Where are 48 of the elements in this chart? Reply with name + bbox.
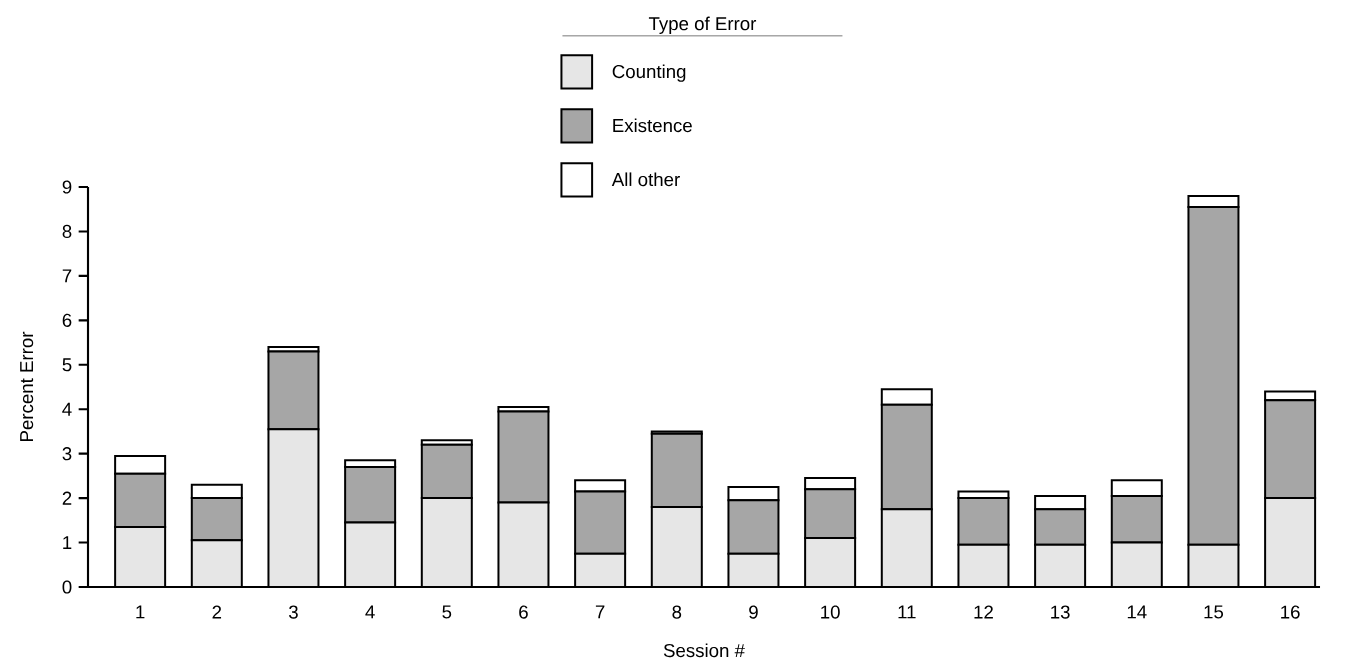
bar: [498, 502, 549, 587]
bar: [1111, 542, 1162, 587]
bar: [345, 522, 396, 587]
legend-label: Existence: [613, 118, 692, 133]
bar: [651, 507, 702, 587]
x-tick-label: 11: [898, 605, 916, 619]
legend-title: Type of Error: [648, 16, 757, 34]
x-tick-label: 12: [974, 605, 993, 619]
bar: [1264, 497, 1317, 587]
bar: [958, 544, 1009, 587]
x-axis-title: Session #: [663, 643, 745, 658]
x-tick-label: 2: [212, 605, 222, 619]
bar: [1035, 544, 1086, 587]
x-tick-label: 10: [821, 605, 840, 619]
legend-label: Counting: [612, 64, 686, 82]
x-tick-label: 9: [749, 605, 758, 619]
y-tick-label: 7: [62, 269, 72, 283]
y-tick-label: 6: [62, 313, 72, 327]
x-tick-label: 1: [136, 605, 145, 619]
bar: [881, 509, 932, 587]
x-tick-label: 4: [365, 605, 375, 619]
x-tick-label: 16: [1281, 605, 1300, 619]
x-tick-label: 13: [1051, 605, 1070, 619]
y-tick-label: 4: [62, 402, 72, 416]
y-tick-label: 2: [62, 491, 72, 505]
y-tick-label: 5: [62, 358, 72, 372]
bar: [115, 527, 166, 587]
x-tick-label: 6: [519, 605, 528, 619]
bar: [191, 540, 242, 587]
legend-label: All other: [611, 172, 680, 187]
y-axis-title: Percent Error: [20, 331, 34, 441]
y-tick-label: 8: [62, 224, 72, 239]
y-tick-label: 0: [62, 580, 72, 594]
x-tick-label: 5: [442, 605, 452, 619]
bar: [805, 538, 856, 587]
x-tick-label: 15: [1204, 605, 1224, 619]
x-tick-label: 14: [1127, 605, 1147, 619]
bar: [1188, 544, 1239, 587]
bar: [650, 432, 703, 508]
x-tick-label: 8: [672, 605, 682, 619]
y-tick-label: 9: [62, 180, 72, 194]
bar: [268, 429, 319, 587]
x-tick-label: 3: [288, 605, 298, 619]
bar: [421, 498, 472, 587]
x-tick-label: 7: [595, 605, 605, 619]
bar: [420, 443, 473, 500]
y-tick-label: 1: [63, 536, 72, 549]
y-tick-label: 3: [62, 447, 72, 461]
